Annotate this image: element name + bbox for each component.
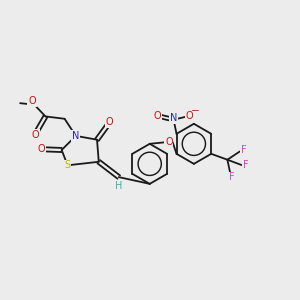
Text: O: O: [165, 137, 173, 147]
Text: S: S: [64, 160, 70, 170]
Text: O: O: [186, 110, 193, 121]
Text: F: F: [229, 172, 235, 182]
Text: O: O: [153, 110, 161, 121]
Text: O: O: [37, 144, 45, 154]
Text: O: O: [28, 96, 36, 106]
Text: O: O: [32, 130, 39, 140]
Text: −: −: [190, 106, 199, 116]
Text: H: H: [115, 181, 122, 191]
Text: N: N: [72, 131, 80, 141]
Text: O: O: [106, 117, 113, 127]
Text: F: F: [243, 160, 248, 170]
Text: N: N: [170, 113, 177, 123]
Text: F: F: [241, 145, 247, 155]
